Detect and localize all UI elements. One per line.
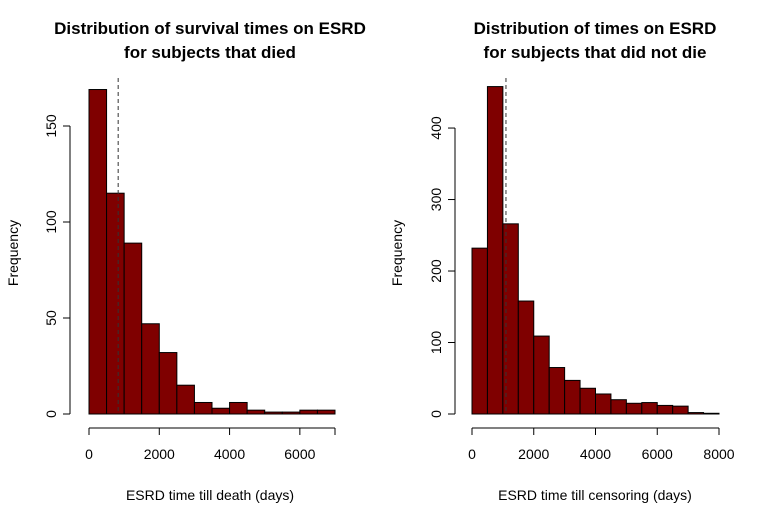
histogram-bar [672,405,689,415]
panel-died: Distribution of survival times on ESRD f… [5,19,366,503]
chart-title-line-2: for subjects that did not die [484,43,707,62]
x-axis: 0 2000 4000 6000 8000 [468,427,735,462]
histogram-bar [316,409,336,415]
chart-title-line-1: Distribution of times on ESRD [474,19,717,38]
x-tick-label: 0 [468,446,476,462]
histogram-bar [141,323,160,415]
histogram-bar [486,86,504,415]
bar-group [471,86,720,415]
x-tick-label: 4000 [214,446,245,462]
x-tick-label: 2000 [144,446,175,462]
y-tick-label: 50 [43,310,59,326]
histogram-bar [106,192,125,415]
x-axis-label: ESRD time till censoring (days) [498,487,692,503]
histogram-bar [471,247,488,415]
histogram-bar [579,387,596,415]
histogram-bar [595,393,612,415]
x-axis: 0 2000 4000 6000 [85,427,336,462]
y-tick-label: 300 [428,188,444,212]
histogram-bar [281,411,301,415]
chart-title-line-2: for subjects that died [124,43,296,62]
histogram-bar [687,412,705,415]
histogram-bar [703,412,720,415]
histogram-bar [610,399,627,415]
histogram-bar [229,401,248,415]
y-tick-label: 0 [43,410,59,418]
x-tick-label: 4000 [580,446,611,462]
bar-group [88,89,336,415]
x-axis-label: ESRD time till death (days) [126,487,294,503]
x-tick-label: 8000 [703,446,734,462]
y-tick-label: 0 [428,410,444,418]
histogram-bar [641,402,658,415]
histogram-bar [264,411,283,415]
histogram-bar [246,409,266,415]
y-axis: 0 50 100 150 [43,114,71,418]
histogram-bar [517,300,535,415]
histogram-bar [158,352,178,415]
histogram-bar [211,407,231,415]
y-tick-label: 400 [428,116,444,140]
histogram-bar [548,367,566,415]
panel-not-died: Distribution of times on ESRD for subjec… [389,19,735,503]
histogram-bar [193,401,213,415]
histogram-bar [299,409,318,415]
y-axis-label: Frequency [5,220,21,286]
x-tick-label: 6000 [284,446,315,462]
x-tick-label: 2000 [518,446,549,462]
y-tick-label: 200 [428,259,444,283]
y-tick-label: 150 [43,114,59,138]
histogram-bar [656,404,674,415]
x-tick-label: 0 [85,446,93,462]
histogram-bar [625,402,643,415]
histogram-bar [123,242,143,415]
histogram-bar [176,384,195,415]
histogram-bar [502,223,519,415]
y-tick-label: 100 [428,331,444,355]
y-tick-label: 100 [43,210,59,234]
y-axis-label: Frequency [389,220,405,286]
y-axis: 0 100 200 300 400 [428,116,456,418]
histogram-bar [88,89,108,415]
histogram-bar [564,379,581,415]
x-tick-label: 6000 [642,446,673,462]
histogram-bar [533,335,550,415]
chart-title-line-1: Distribution of survival times on ESRD [54,19,366,38]
